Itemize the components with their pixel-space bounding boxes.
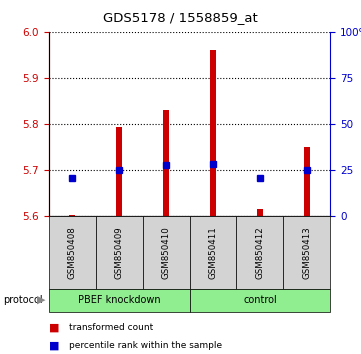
Bar — [143, 216, 190, 289]
Text: PBEF knockdown: PBEF knockdown — [78, 295, 160, 305]
Text: protocol: protocol — [4, 295, 43, 305]
Text: GSM850413: GSM850413 — [303, 226, 311, 279]
Bar — [190, 289, 330, 312]
Text: GSM850409: GSM850409 — [115, 226, 123, 279]
Bar — [116, 127, 122, 216]
Bar — [163, 110, 169, 216]
Text: transformed count: transformed count — [69, 323, 153, 332]
Text: ■: ■ — [49, 322, 59, 332]
Text: percentile rank within the sample: percentile rank within the sample — [69, 341, 222, 350]
Bar — [210, 50, 216, 216]
Bar — [304, 147, 310, 216]
Text: GSM850408: GSM850408 — [68, 226, 77, 279]
Bar — [49, 289, 190, 312]
Text: GSM850412: GSM850412 — [256, 226, 264, 279]
Bar — [96, 216, 143, 289]
Bar — [69, 215, 75, 216]
Text: ▶: ▶ — [36, 295, 45, 305]
Bar — [257, 210, 263, 216]
Text: GSM850411: GSM850411 — [209, 226, 217, 279]
Bar — [236, 216, 283, 289]
Text: GDS5178 / 1558859_at: GDS5178 / 1558859_at — [103, 11, 258, 24]
Text: ■: ■ — [49, 340, 59, 350]
Bar — [283, 216, 330, 289]
Text: control: control — [243, 295, 277, 305]
Bar — [49, 216, 96, 289]
Bar — [190, 216, 236, 289]
Text: GSM850410: GSM850410 — [162, 226, 170, 279]
